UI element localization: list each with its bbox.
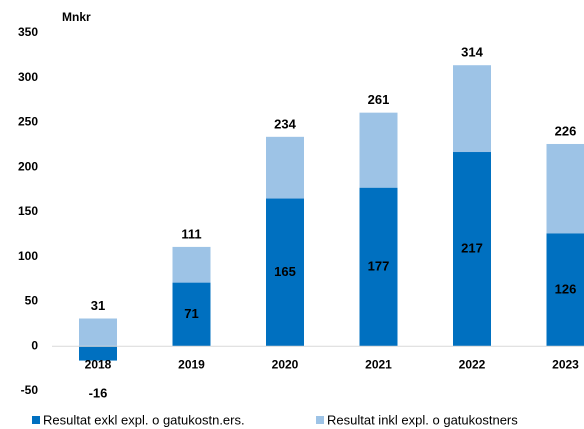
y-tick-label: 150 — [18, 204, 38, 218]
y-tick-label: 50 — [25, 294, 39, 308]
data-label: 217 — [461, 241, 483, 256]
bar — [546, 233, 584, 347]
data-label: 261 — [368, 92, 390, 107]
data-label: 314 — [461, 45, 483, 60]
y-tick-label: 100 — [18, 249, 38, 263]
y-tick-label: 350 — [18, 25, 38, 39]
data-label: 165 — [274, 264, 296, 279]
legend-label: Resultat inkl expl. o gatukostners — [327, 412, 518, 427]
data-label: 226 — [555, 123, 577, 138]
data-label: 71 — [184, 306, 198, 321]
x-tick-label: 2020 — [272, 357, 299, 371]
bar — [79, 318, 117, 347]
data-label: 31 — [91, 298, 105, 313]
x-tick-label: 2018 — [85, 357, 112, 371]
data-label: -16 — [89, 386, 108, 401]
y-tick-label: 0 — [31, 338, 38, 352]
bar — [172, 282, 211, 347]
data-label: 234 — [274, 116, 296, 131]
data-label: 177 — [368, 258, 390, 273]
y-tick-label: 250 — [18, 115, 38, 129]
data-label: 111 — [181, 226, 201, 241]
x-tick-label: 2021 — [365, 357, 392, 371]
y-tick-label: 200 — [18, 159, 38, 173]
bar — [453, 152, 491, 347]
bar — [359, 187, 398, 347]
legend-swatch — [316, 416, 324, 424]
legend-label: Resultat exkl expl. o gatukostn.ers. — [43, 412, 245, 427]
y-tick-label: 300 — [18, 70, 38, 84]
bar — [266, 198, 304, 347]
data-label: 126 — [555, 281, 577, 296]
y-axis-label: Mnkr — [62, 10, 91, 24]
x-tick-label: 2023 — [552, 357, 579, 371]
x-tick-label: 2019 — [178, 357, 205, 371]
y-tick-label: -50 — [21, 383, 39, 397]
bar — [79, 346, 117, 361]
x-tick-label: 2022 — [459, 357, 486, 371]
legend-swatch — [32, 416, 40, 424]
